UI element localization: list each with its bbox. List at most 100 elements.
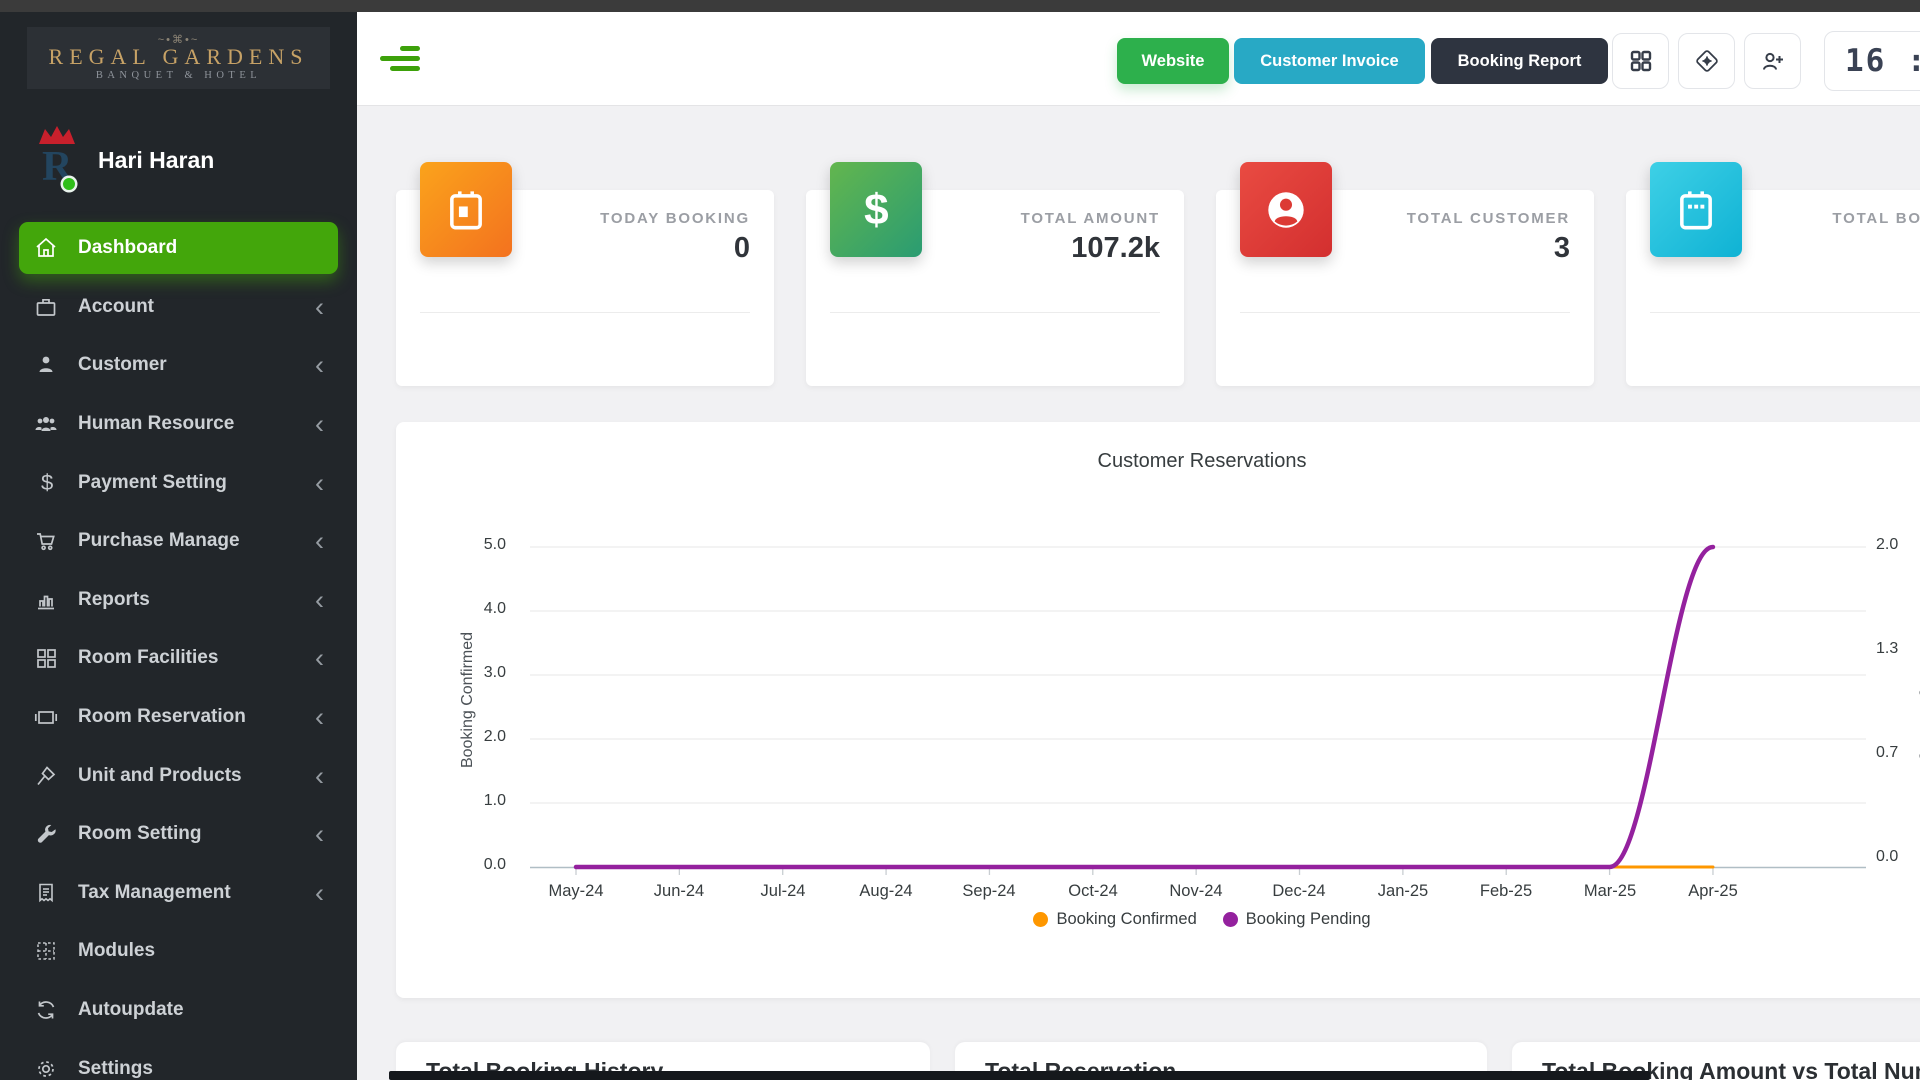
sidebar-item-autoupdate[interactable]: Autoupdate [19, 981, 338, 1040]
x-axis-label: May-24 [524, 882, 628, 901]
sidebar-item-account[interactable]: Account ‹ [19, 278, 338, 337]
diamond-widget-icon [1692, 46, 1722, 76]
sidebar-item-label: Account [78, 296, 315, 318]
receipt-icon [31, 881, 61, 905]
stat-label: TODAY BOOKING [600, 210, 750, 227]
chevron-left-icon: ‹ [315, 414, 324, 434]
sidebar-menu: Dashboard Account ‹ Customer ‹ [0, 219, 357, 1080]
dollar-icon: $ [830, 162, 922, 257]
divider [420, 312, 750, 313]
brand-tagline: BANQUET & HOTEL [96, 69, 261, 82]
sidebar-item-room-setting[interactable]: Room Setting ‹ [19, 805, 338, 864]
divider [1650, 312, 1920, 313]
sidebar-item-label: Modules [78, 940, 338, 962]
sidebar-item-label: Human Resource [78, 413, 315, 435]
user-name: Hari Haran [98, 147, 214, 174]
customer-invoice-button[interactable]: Customer Invoice [1234, 38, 1425, 84]
diamond-widget-icon-button[interactable] [1678, 33, 1735, 89]
sidebar-item-tax-management[interactable]: Tax Management ‹ [19, 864, 338, 923]
grid-icon [31, 646, 61, 670]
dollar-icon: $ [31, 470, 61, 496]
stat-label: TOTAL BOOKING [1832, 210, 1920, 227]
calendar-icon [420, 162, 512, 257]
booking-pending-line [576, 547, 1713, 867]
sidebar-item-label: Dashboard [78, 237, 338, 259]
sidebar-item-settings[interactable]: Settings [19, 1039, 338, 1080]
sidebar-item-reports[interactable]: Reports ‹ [19, 571, 338, 630]
ornament-flourish-icon: ~•⌘•~ [158, 35, 200, 45]
chevron-left-icon: ‹ [315, 883, 324, 903]
dashboard-page: ~•⌘•~ REGAL GARDENS BANQUET & HOTEL R Ha… [0, 0, 1920, 1080]
sidebar-item-label: Reports [78, 589, 315, 611]
chevron-left-icon: ‹ [315, 355, 324, 375]
svg-text:$: $ [41, 470, 53, 495]
dashboard-grid-icon [1628, 48, 1654, 74]
chevron-left-icon: ‹ [315, 590, 324, 610]
chart-title: Customer Reservations [396, 450, 1920, 473]
sidebar-item-payment-setting[interactable]: $ Payment Setting ‹ [19, 453, 338, 512]
right-axis-tick: 0.7 [1876, 744, 1898, 762]
sidebar-item-room-facilities[interactable]: Room Facilities ‹ [19, 629, 338, 688]
add-user-icon [1759, 48, 1786, 75]
people-icon [31, 412, 61, 436]
hamburger-menu-icon[interactable] [380, 44, 420, 74]
left-axis-tick: 1.0 [450, 792, 506, 810]
left-axis-tick: 2.0 [450, 728, 506, 746]
home-icon [31, 236, 61, 260]
legend-dot-purple [1223, 912, 1238, 927]
refresh-icon [31, 998, 61, 1022]
wrench-icon [31, 822, 61, 846]
x-axis-label: Jun-24 [627, 882, 731, 901]
right-axis-tick: 1.3 [1876, 640, 1898, 658]
x-axis-label: Feb-25 [1454, 882, 1558, 901]
horizontal-scrollbar[interactable] [389, 1071, 1650, 1080]
legend-dot-orange [1033, 912, 1048, 927]
sidebar-item-modules[interactable]: Modules [19, 922, 338, 981]
brand-name: REGAL GARDENS [49, 45, 309, 69]
sidebar-item-room-reservation[interactable]: Room Reservation ‹ [19, 688, 338, 747]
sidebar-item-label: Room Facilities [78, 647, 315, 669]
stat-value: 107.2k [1071, 232, 1160, 265]
bar-chart-icon [31, 588, 61, 612]
booking-report-button[interactable]: Booking Report [1431, 38, 1608, 84]
sidebar-item-unit-and-products[interactable]: Unit and Products ‹ [19, 746, 338, 805]
website-button[interactable]: Website [1117, 38, 1229, 84]
reservations-line-chart [530, 540, 1866, 885]
brand-logo: ~•⌘•~ REGAL GARDENS BANQUET & HOTEL [27, 27, 330, 89]
left-axis-tick: 0.0 [450, 856, 506, 874]
chevron-left-icon: ‹ [315, 766, 324, 786]
left-axis-title: Booking Confirmed [459, 632, 477, 768]
divider [830, 312, 1160, 313]
sidebar-item-human-resource[interactable]: Human Resource ‹ [19, 395, 338, 454]
sidebar-item-label: Unit and Products [78, 765, 315, 787]
sidebar-item-label: Room Reservation [78, 706, 315, 728]
x-axis-label: Mar-25 [1558, 882, 1662, 901]
legend-item-booking-pending[interactable]: Booking Pending [1223, 910, 1371, 929]
add-user-icon-button[interactable] [1744, 33, 1801, 89]
x-axis-label: Sep-24 [937, 882, 1041, 901]
sidebar: ~•⌘•~ REGAL GARDENS BANQUET & HOTEL R Ha… [0, 12, 357, 1080]
sidebar-item-label: Settings [78, 1058, 338, 1080]
x-axis-label: Jul-24 [731, 882, 835, 901]
chevron-left-icon: ‹ [315, 473, 324, 493]
sidebar-item-label: Room Setting [78, 823, 315, 845]
frame-icon [31, 705, 61, 729]
clock-time: 16 : 5 [1845, 43, 1920, 79]
sidebar-item-purchase-manage[interactable]: Purchase Manage ‹ [19, 512, 338, 571]
stat-value: 3 [1554, 232, 1570, 265]
right-axis-tick: 2.0 [1876, 536, 1898, 554]
stat-label: TOTAL CUSTOMER [1407, 210, 1570, 227]
calendar-dots-icon [1650, 162, 1742, 257]
dashboard-grid-icon-button[interactable] [1612, 33, 1669, 89]
chevron-left-icon: ‹ [315, 707, 324, 727]
chart-legend: Booking Confirmed Booking Pending [396, 910, 1920, 929]
sidebar-item-label: Purchase Manage [78, 530, 315, 552]
top-dark-strip [0, 0, 1920, 12]
sidebar-item-dashboard[interactable]: Dashboard [19, 222, 338, 274]
legend-item-booking-confirmed[interactable]: Booking Confirmed [1033, 910, 1196, 929]
right-axis-tick: 0.0 [1876, 848, 1898, 866]
chevron-left-icon: ‹ [315, 824, 324, 844]
sidebar-item-customer[interactable]: Customer ‹ [19, 336, 338, 395]
person-badge-icon [1240, 162, 1332, 257]
chevron-left-icon: ‹ [315, 297, 324, 317]
